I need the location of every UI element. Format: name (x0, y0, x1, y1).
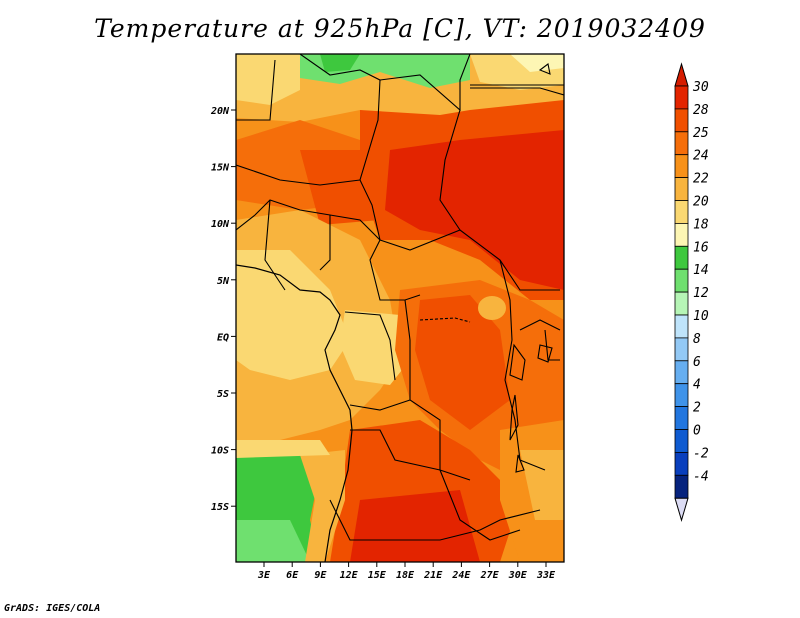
colorbar-label: 8 (693, 332, 701, 347)
colorbar-swatch (674, 108, 689, 133)
colorbar-label: 24 (693, 149, 709, 164)
lon-tick-label: 30E (508, 570, 528, 581)
colorbar-swatch (674, 406, 689, 430)
colorbar-swatch (674, 177, 689, 201)
lat-tick-label: 15S (211, 502, 229, 513)
colorbar-swatch (674, 474, 689, 499)
colorbar-label: 0 (693, 424, 701, 439)
longitude-axis: 3E 6E 9E 12E 15E 18E 21E 24E 27E 30E 33E (257, 562, 556, 581)
lon-tick-label: 18E (396, 570, 415, 581)
colorbar-label: 30 (692, 80, 709, 95)
colorbar-swatch (674, 154, 689, 178)
colorbar-swatch (674, 314, 689, 339)
colorbar-label: 20 (693, 195, 709, 210)
colorbar-label: 22 (693, 172, 709, 187)
lon-tick-label: 15E (368, 570, 387, 581)
lon-tick-label: 6E (286, 570, 299, 581)
lat-tick-label: 15N (211, 163, 230, 174)
colorbar-label: -4 (693, 469, 709, 484)
colorbar-label: 10 (693, 309, 709, 324)
colorbar-label: 2 (693, 401, 701, 416)
colorbar-swatch (674, 360, 689, 385)
colorbar-swatch (674, 451, 689, 476)
temperature-field (236, 54, 564, 562)
colorbar-swatch (674, 200, 689, 224)
colorbar-label: 4 (693, 378, 701, 393)
lat-tick-label: 10N (211, 219, 230, 230)
lon-tick-label: 24E (451, 570, 471, 581)
colorbar-swatch (674, 131, 689, 156)
lat-tick-label: EQ (217, 332, 229, 343)
lat-tick-label: 10S (211, 446, 229, 457)
colorbar-label: 28 (693, 103, 709, 118)
lon-tick-label: 9E (314, 570, 327, 581)
lat-tick-label: 5N (217, 276, 230, 287)
colorbar-swatch (674, 291, 689, 316)
colorbar-swatch (674, 337, 689, 362)
lon-tick-label: 21E (423, 570, 443, 581)
colorbar-label: 6 (693, 355, 701, 370)
colorbar-swatch (674, 85, 689, 110)
map-title: Temperature at 925hPa [C], VT: 201903240… (94, 14, 706, 43)
grads-credit: GrADS: IGES/COLA (4, 603, 101, 614)
colorbar-label: 25 (693, 126, 709, 141)
colorbar-label: 14 (693, 263, 709, 278)
colorbar-swatch (674, 268, 689, 293)
colorbar-label: 16 (693, 240, 709, 255)
lon-tick-label: 12E (340, 570, 359, 581)
plot-frame (235, 53, 565, 563)
latitude-axis: 20N 15N 10N 5N EQ 5S 10S 15S (210, 106, 236, 513)
colorbar-label: 18 (693, 217, 709, 232)
colorbar-top-arrow (674, 62, 689, 87)
lat-tick-label: 5S (217, 389, 229, 400)
colorbar-swatch (674, 383, 689, 408)
country-borders (236, 54, 564, 562)
colorbar-label: -2 (693, 446, 709, 461)
colorbar-swatch (674, 222, 689, 247)
lon-tick-label: 3E (257, 570, 271, 581)
colorbar-label: 12 (693, 286, 709, 301)
colorbar-swatch (674, 245, 689, 270)
colorbar-bottom-arrow (674, 497, 689, 522)
lat-tick-label: 20N (210, 106, 230, 117)
lon-tick-label: 33E (536, 570, 556, 581)
lon-tick-label: 27E (480, 570, 500, 581)
colorbar-swatch (674, 429, 689, 453)
